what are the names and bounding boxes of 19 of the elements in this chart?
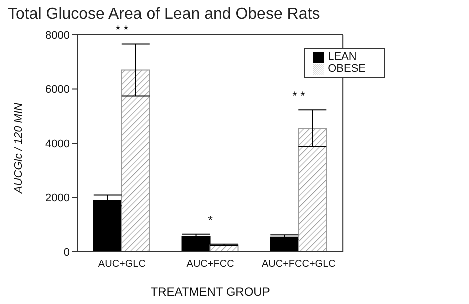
x-axis-title: TREATMENT GROUP — [150, 285, 270, 299]
y-tick-label: 8000 — [46, 30, 70, 42]
x-tick-label: AUC+GLC — [98, 259, 146, 270]
legend-label: OBESE — [328, 63, 366, 75]
chart-title: Total Glucose Area of Lean and Obese Rats — [8, 6, 320, 24]
annotation: * * — [292, 89, 306, 104]
bar — [121, 70, 150, 252]
y-tick-label: 6000 — [46, 84, 70, 96]
y-tick-label: 2000 — [46, 192, 70, 205]
y-tick-label: 0 — [64, 246, 70, 259]
annotation: * — [208, 213, 214, 228]
x-tick-label: AUC+FCC+GLC — [262, 259, 336, 270]
annotation: * * — [116, 23, 129, 38]
legend-label: LEAN — [328, 51, 357, 63]
bar — [298, 128, 328, 252]
bar — [270, 236, 300, 252]
x-tick-label: AUC+FCC — [186, 259, 234, 270]
y-axis-title: AUCGlc / 120 MIN — [12, 102, 25, 194]
y-tick-label: 4000 — [46, 138, 70, 150]
